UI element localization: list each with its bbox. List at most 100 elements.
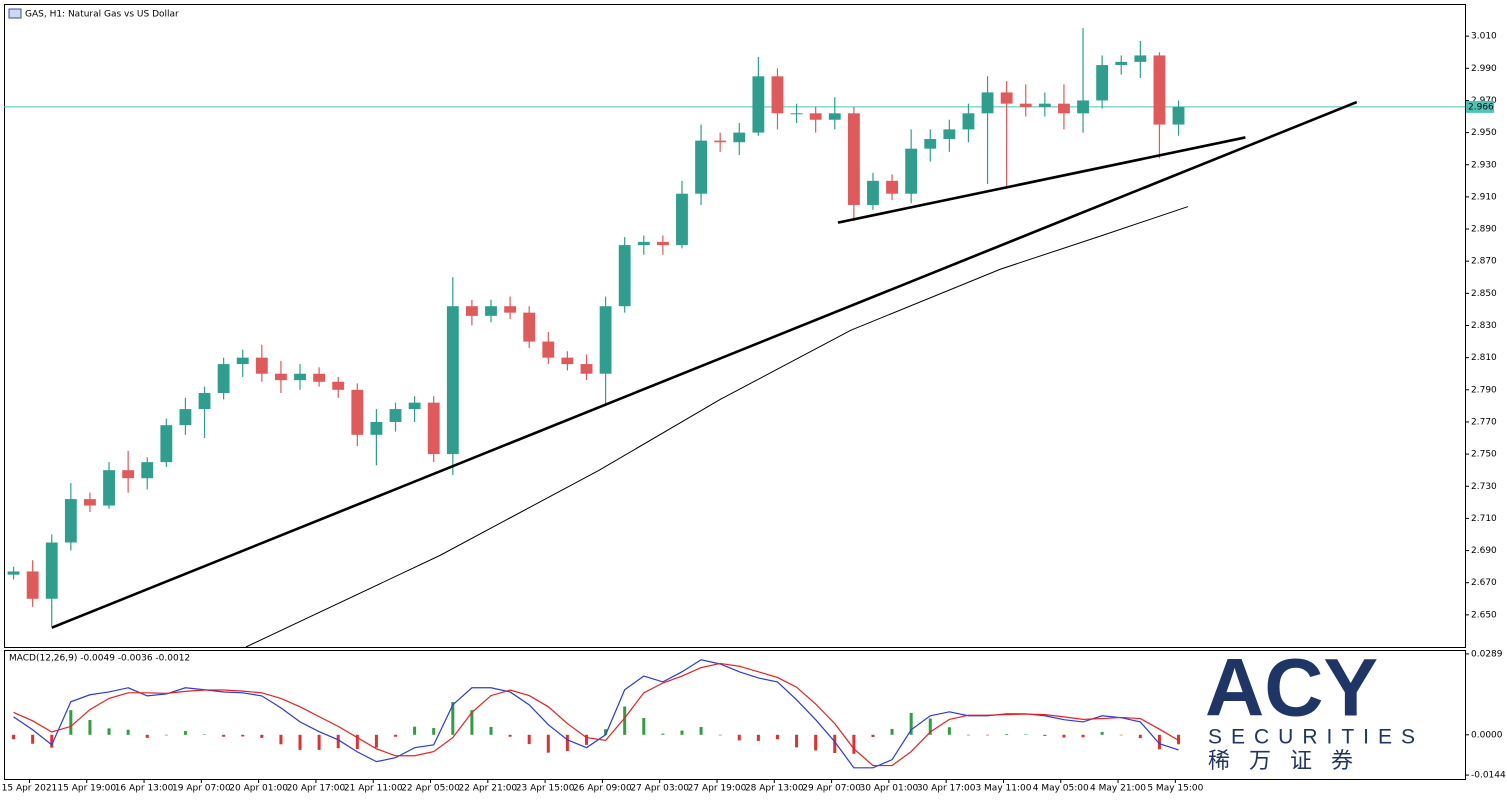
candle-body (446, 306, 459, 455)
macd-histogram-bar (833, 734, 837, 753)
y-tick-label: 2.890 (1471, 225, 1497, 235)
macd-histogram-bar (527, 734, 531, 745)
candle-body (1153, 55, 1166, 125)
macd-histogram-bar (775, 734, 779, 740)
candle-body (962, 113, 975, 130)
candle-body (599, 306, 612, 374)
candle-body (84, 499, 96, 506)
price-tag-label: 2.966 (1468, 102, 1494, 112)
macd-histogram-bar (470, 710, 474, 735)
macd-histogram-bar (966, 734, 970, 736)
candle-body (695, 140, 707, 194)
candle-body (523, 312, 536, 342)
x-tick-label: 23 Apr 15:00 (516, 784, 575, 794)
macd-histogram-bar (489, 726, 493, 735)
candle-body (618, 245, 631, 307)
macd-histogram-bar (69, 710, 73, 735)
candle-body (790, 113, 803, 115)
candle-body (275, 373, 287, 381)
candle-body (943, 129, 956, 140)
macd-histogram-bar (12, 734, 16, 740)
macd-histogram-bar (986, 734, 990, 736)
macd-histogram-bar (1100, 731, 1104, 735)
candle-body (924, 139, 937, 149)
x-tick-label: 30 Apr 17:00 (917, 784, 976, 794)
candle-body (332, 381, 345, 390)
candle-body (1077, 100, 1089, 114)
candle-body (847, 113, 860, 205)
x-tick-label: 5 May 15:00 (1147, 784, 1203, 794)
macd-histogram-bar (565, 734, 569, 752)
trend-line (837, 136, 1246, 224)
macd-histogram-bar (756, 734, 760, 741)
macd-y-tick-label: -0.0144 (1471, 771, 1506, 781)
macd-histogram-bar (699, 726, 703, 735)
candle-body (714, 140, 727, 143)
macd-histogram-bar (814, 734, 818, 751)
x-tick-label: 22 Apr 21:00 (458, 784, 517, 794)
moving-average (245, 206, 1189, 648)
x-tick-label: 16 Apr 13:00 (115, 784, 174, 794)
candle-body (561, 357, 574, 365)
logo: ACY SECURITIES 稀 万 证 券 (1205, 643, 1424, 774)
candle-body (236, 357, 249, 365)
y-tick-label: 2.670 (1471, 578, 1497, 588)
macd-histogram-bar (279, 734, 283, 745)
x-tick-label: 20 Apr 01:00 (229, 784, 288, 794)
candle-body (1000, 92, 1013, 104)
y-tick-label: 2.830 (1471, 321, 1497, 331)
x-tick-label: 15 Apr 2021 (2, 784, 58, 794)
macd-histogram-bar (546, 734, 550, 753)
candle-body (886, 180, 898, 194)
logo-name: SECURITIES (1208, 726, 1424, 749)
macd-histogram-bar (1043, 734, 1047, 736)
macd-histogram-bar (737, 734, 741, 741)
candle-body (828, 113, 841, 120)
macd-histogram-bar (1024, 734, 1028, 736)
macd-histogram-bar (928, 718, 932, 735)
y-tick-label: 3.010 (1471, 32, 1497, 42)
candle-body (122, 470, 135, 479)
macd-histogram-bar (107, 728, 111, 735)
candle-body (1058, 103, 1070, 114)
candle-body (771, 76, 784, 114)
macd-line (13, 662, 1179, 767)
macd-panel (4, 650, 1466, 780)
candle-body (580, 364, 593, 374)
macd-histogram-bar (795, 734, 799, 748)
macd-histogram-bar (183, 731, 187, 735)
x-tick-label: 3 May 11:00 (975, 784, 1031, 794)
macd-histogram-bar (126, 729, 130, 735)
candle-body (370, 421, 383, 435)
y-tick-label: 2.650 (1471, 610, 1497, 620)
x-tick-label: 20 Apr 17:00 (287, 784, 346, 794)
macd-histogram-bar (88, 719, 92, 735)
candle-body (313, 373, 326, 382)
x-tick-label: 4 May 21:00 (1090, 784, 1146, 794)
candle-body (905, 148, 918, 194)
trend-line (51, 100, 1358, 629)
candle-body (408, 402, 421, 410)
macd-histogram-bar (50, 734, 54, 748)
macd-histogram-bar (1119, 734, 1123, 736)
x-tick-label: 19 Apr 07:00 (172, 784, 231, 794)
macd-histogram-bar (642, 717, 646, 735)
macd-histogram-bar (336, 734, 340, 749)
x-tick-label: 28 Apr 13:00 (745, 784, 804, 794)
macd-histogram-bar (1062, 734, 1066, 738)
chart-title: GAS, H1: Natural Gas vs US Dollar (25, 10, 179, 20)
candle-body (255, 357, 268, 374)
macd-histogram-bar (298, 734, 302, 750)
candle-body (752, 76, 765, 133)
candle-body (45, 542, 58, 599)
y-tick-label: 2.850 (1471, 289, 1497, 299)
x-tick-label: 27 Apr 19:00 (688, 784, 747, 794)
candle-body (656, 241, 669, 246)
macd-histogram-bar (604, 729, 608, 735)
y-tick-label: 2.730 (1471, 482, 1497, 492)
candle-body (1019, 103, 1032, 107)
price-panel (4, 4, 1466, 648)
y-tick-label: 2.710 (1471, 514, 1497, 524)
candle-body (7, 571, 20, 575)
candle-body (465, 306, 478, 316)
